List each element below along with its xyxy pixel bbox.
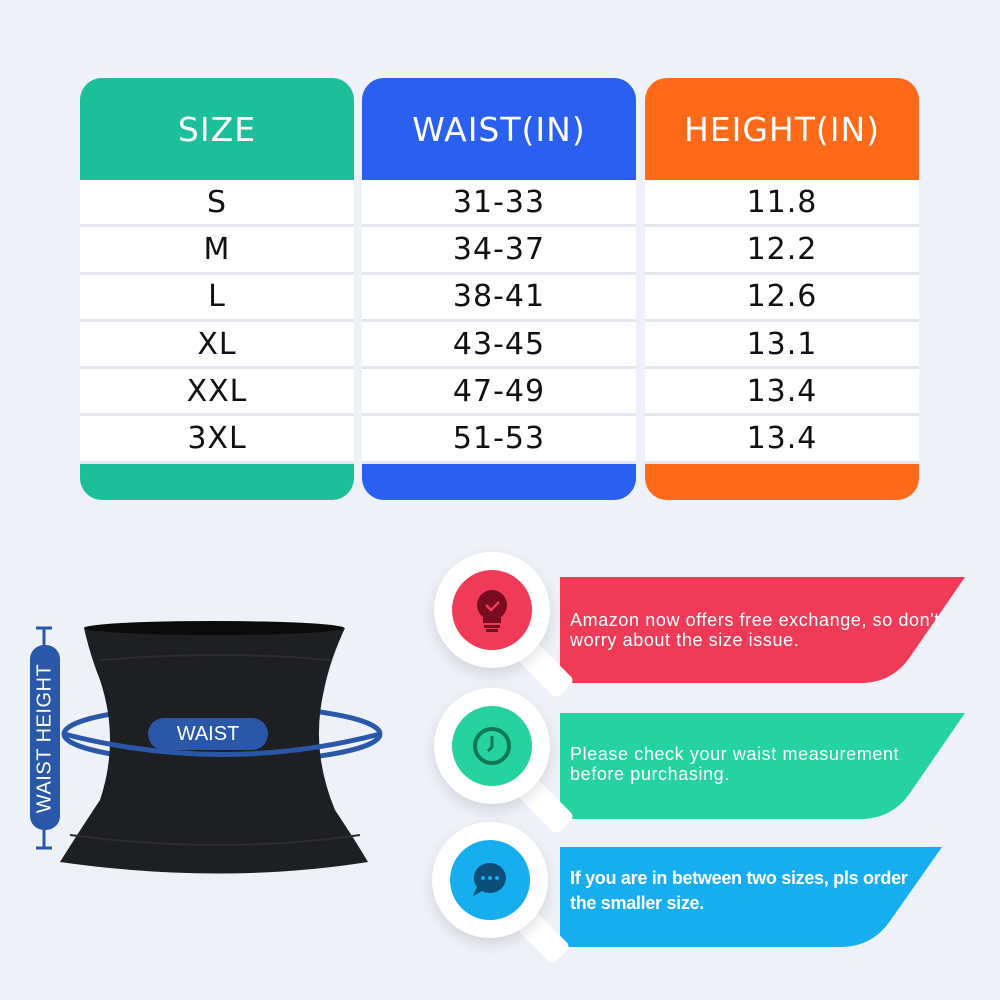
table-cell: 47-49 (362, 369, 636, 417)
column-header: SIZE (177, 109, 257, 149)
column-header: HEIGHT(IN) (683, 109, 881, 149)
table-cell: S (80, 180, 354, 228)
size-column: SIZE S M L XL XXL 3XL (80, 78, 354, 500)
column-header: WAIST(IN) (412, 109, 586, 149)
tip-banner-bg (520, 847, 942, 947)
chat-bubble-icon (473, 862, 506, 896)
table-cell: M (80, 227, 354, 275)
table-cell: 3XL (80, 416, 354, 464)
table-cell: 31-33 (362, 180, 636, 228)
table-cell: 13.4 (645, 416, 919, 464)
lightbulb-check-icon (477, 590, 507, 632)
height-column: HEIGHT(IN) 11.8 12.2 12.6 13.1 13.4 13.4 (645, 78, 919, 500)
table-cell: XXL (80, 369, 354, 417)
tip-text: Please check your waist measurement befo… (570, 744, 900, 784)
table-cell: L (80, 274, 354, 322)
clock-icon (473, 727, 511, 765)
waist-label: WAIST (176, 723, 240, 745)
tip-banner-bg (520, 577, 965, 683)
waist-column: WAIST(IN) 31-33 34-37 38-41 43-45 47-49 … (362, 78, 636, 500)
waist-height-label: WAIST HEIGHT (33, 663, 56, 814)
waist-trainer-image (30, 621, 383, 874)
table-cell: 43-45 (362, 321, 636, 370)
table-cell: 34-37 (362, 227, 636, 275)
table-cell: 51-53 (362, 416, 636, 464)
table-cell: 12.6 (645, 274, 919, 322)
table-cell: 12.2 (645, 227, 919, 275)
table-cell: 11.8 (645, 180, 919, 228)
table-cell: 13.4 (645, 369, 919, 417)
tip-text: Amazon now offers free exchange, so don'… (570, 610, 940, 650)
table-cell: XL (80, 321, 354, 370)
table-cell: 13.1 (645, 321, 919, 370)
table-cell: 38-41 (362, 274, 636, 322)
tip-banner-bg (520, 713, 965, 819)
tip-text: If you are in between two sizes, pls ord… (570, 868, 908, 913)
